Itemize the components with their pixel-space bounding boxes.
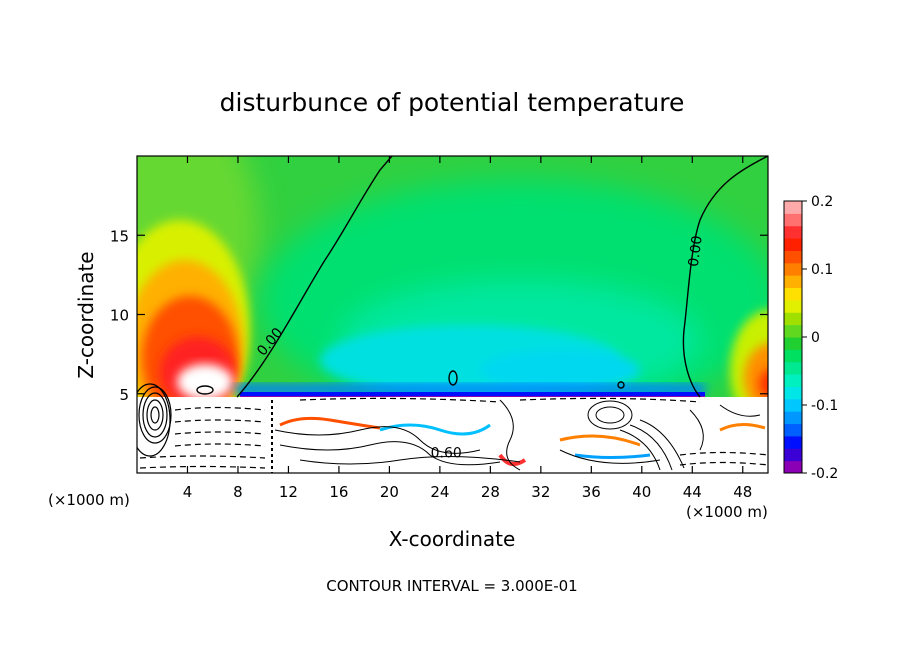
colorbar-segment	[784, 225, 802, 239]
colorbar-segment	[784, 275, 802, 289]
x-axis-label: X-coordinate	[389, 527, 516, 551]
zero-contour-right	[682, 156, 768, 398]
x-tick-label: 48	[733, 483, 752, 501]
colorbar-segment	[784, 460, 802, 474]
colorbar-segment	[784, 337, 802, 350]
y-axis-label: Z-coordinate	[74, 251, 98, 378]
y-tick-label: 10	[110, 307, 129, 325]
colorbar-segment	[784, 411, 802, 425]
lower-left-contours	[137, 383, 172, 457]
colorbar-segment	[784, 435, 802, 449]
x-axis: 4 8 12 16 20 24 28 32 36 40 44 48	[183, 156, 752, 501]
colorbar-segment	[784, 201, 802, 214]
contour-label-text: 0.60	[431, 445, 462, 461]
x-tick-label: 40	[632, 483, 651, 501]
heatmap-field	[137, 156, 768, 473]
chart-title: disturbunce of potential temperature	[220, 88, 685, 117]
colorbar: 0.2 0.1 0 -0.1 -0.2	[783, 194, 838, 482]
contour-lines	[137, 156, 768, 473]
colorbar-segment	[784, 238, 802, 251]
colorbar-tick-label: -0.2	[811, 466, 838, 482]
x-tick-label: 32	[531, 483, 550, 501]
colorbar-segment	[784, 374, 802, 387]
colorbar-tick-label: 0	[811, 330, 820, 346]
colorbar-tick-label: -0.1	[811, 398, 838, 414]
contour-label: 0.60	[431, 445, 462, 461]
colorbar-segment	[784, 386, 802, 400]
x-tick-label: 8	[233, 483, 243, 501]
colorbar-segment	[784, 213, 802, 227]
plot-area: 0.000.000.60	[137, 156, 768, 473]
colorbar-segment	[784, 250, 802, 264]
x-tick-label: 44	[683, 483, 702, 501]
colorbar-segment	[784, 448, 802, 462]
contour-label-text: 0.00	[686, 235, 706, 268]
colorbar-segment	[784, 262, 802, 276]
x-unit-left: (×1000 m)	[48, 491, 130, 509]
colorbar-tick-label: 0.1	[811, 262, 833, 278]
y-axis: 5 10 15	[110, 227, 768, 404]
x-tick-label: 28	[481, 483, 500, 501]
zero-contour-left	[236, 156, 393, 398]
x-tick-label: 12	[279, 483, 298, 501]
colorbar-segment	[784, 299, 802, 313]
contour-label: 0.00	[686, 235, 706, 268]
colorbar-segment	[784, 349, 802, 363]
x-tick-label: 20	[380, 483, 399, 501]
contour-interval-note: CONTOUR INTERVAL = 3.000E-01	[326, 577, 577, 595]
y-tick-label: 5	[119, 386, 129, 404]
x-tick-label: 4	[183, 483, 193, 501]
x-tick-label: 16	[329, 483, 348, 501]
x-unit-right: (×1000 m)	[686, 503, 768, 521]
x-tick-label: 36	[582, 483, 601, 501]
colorbar-segment	[784, 312, 802, 326]
colorbar-tick-label: 0.2	[811, 194, 833, 210]
y-tick-label: 15	[110, 227, 129, 245]
solid-contours-lower	[274, 399, 761, 471]
colorbar-segment	[784, 287, 802, 301]
colorbar-segment	[784, 361, 802, 375]
colorbar-segment	[784, 324, 802, 338]
colorbar-segment	[784, 423, 802, 437]
dashed-contours	[139, 397, 768, 469]
colorbar-segment	[784, 398, 802, 412]
x-tick-label: 24	[430, 483, 449, 501]
